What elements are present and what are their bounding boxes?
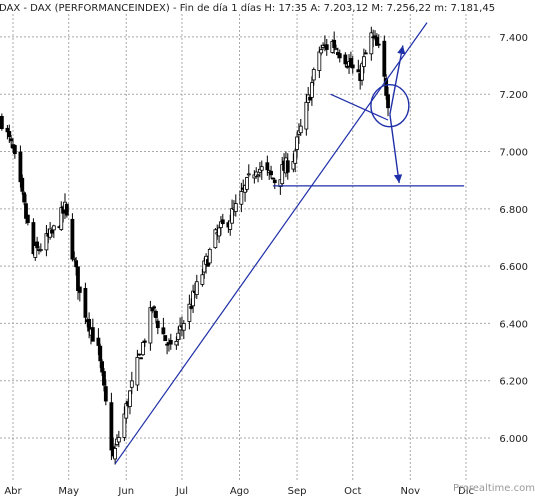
y-tick-label: 6.600: [499, 262, 528, 273]
x-tick-label: Nov: [401, 486, 421, 497]
candle: [207, 247, 212, 266]
candle: [332, 31, 337, 55]
candle: [245, 176, 249, 192]
chart-title: DAX - DAX (PERFORMANCEINDEX) - Fin de dí…: [0, 2, 495, 14]
candle: [259, 160, 264, 180]
candle: [25, 214, 30, 226]
candle: [155, 318, 160, 335]
highlight-circle: [370, 83, 410, 128]
x-axis: Abr May Jun Jul Ago Sep Oct Nov Dic: [4, 486, 474, 497]
annotations: [114, 22, 465, 465]
candle: [191, 284, 195, 313]
candle: [324, 38, 329, 56]
y-tick-label: 6.400: [499, 319, 528, 330]
candle: [187, 294, 192, 330]
candle: [142, 338, 147, 347]
candle: [35, 236, 40, 250]
candle: [181, 320, 186, 340]
x-tick-label: Ago: [230, 486, 249, 497]
candle: [64, 203, 69, 218]
candles: [0, 26, 390, 465]
candle: [135, 349, 140, 392]
watermark: Prorealtime.com: [453, 483, 535, 494]
x-tick-label: Jun: [117, 486, 134, 497]
candle: [376, 34, 381, 49]
y-tick-label: 7.200: [499, 90, 528, 101]
candle: [220, 213, 225, 225]
candle: [161, 317, 166, 335]
candle: [70, 213, 75, 262]
y-tick-label: 6.200: [499, 377, 528, 388]
direction-arrow: [389, 45, 406, 115]
candle: [129, 371, 134, 395]
y-axis: 6.000 6.200 6.400 6.600 6.800 7.000 7.200 7.400: [499, 33, 528, 445]
x-tick-label: Oct: [344, 486, 361, 497]
candle: [83, 282, 88, 325]
candle: [77, 286, 82, 302]
x-tick-label: May: [58, 486, 79, 497]
candle: [350, 55, 355, 74]
candle: [246, 164, 251, 178]
candle: [12, 144, 17, 159]
candle: [141, 340, 145, 357]
candle: [0, 113, 4, 131]
candle: [310, 76, 314, 106]
candle: [128, 390, 132, 415]
y-tick-label: 6.000: [499, 434, 528, 445]
grid: [0, 14, 492, 481]
candle: [382, 35, 387, 83]
candle: [285, 153, 290, 180]
candle: [116, 430, 121, 448]
candle: [194, 274, 199, 299]
candle: [163, 335, 168, 342]
candle: [90, 318, 95, 342]
candle: [137, 353, 142, 356]
x-tick-label: Jul: [175, 486, 188, 497]
candle: [272, 178, 277, 190]
x-tick-label: Abr: [4, 486, 22, 497]
candle: [20, 174, 25, 195]
candle: [139, 356, 144, 360]
candle: [271, 177, 275, 180]
candle: [38, 243, 43, 253]
candle: [213, 228, 218, 249]
candle: [337, 49, 342, 63]
trend-line: [330, 93, 389, 121]
candle: [233, 194, 238, 217]
candle: [269, 165, 273, 179]
candle: [343, 52, 348, 67]
direction-arrow: [389, 114, 403, 184]
candle: [311, 67, 316, 86]
candle: [363, 49, 368, 55]
candle: [113, 443, 118, 465]
trend-line: [114, 22, 428, 465]
y-tick-label: 7.000: [499, 148, 528, 159]
candle: [51, 224, 56, 239]
x-tick-label: Dic: [458, 486, 474, 497]
y-tick-label: 7.400: [499, 33, 528, 44]
candle: [298, 118, 303, 136]
y-tick-label: 6.800: [499, 205, 528, 216]
x-tick-label: Sep: [288, 486, 307, 497]
candle: [168, 333, 173, 350]
candle: [386, 86, 390, 117]
candle: [103, 379, 108, 406]
